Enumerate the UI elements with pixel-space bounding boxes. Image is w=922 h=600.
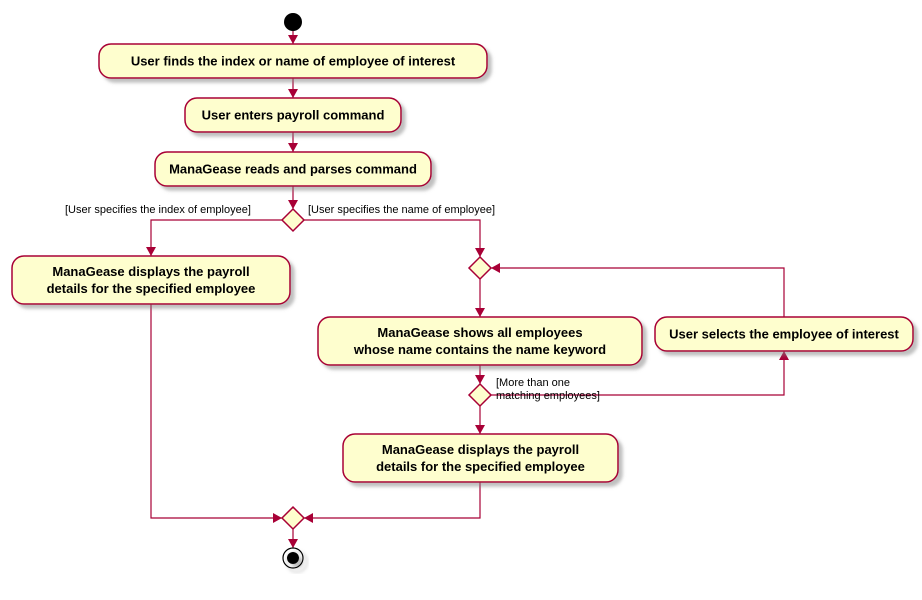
activity-label: User enters payroll command bbox=[202, 108, 385, 123]
activity-label: ManaGease displays the payroll bbox=[52, 264, 249, 279]
activity-label: whose name contains the name keyword bbox=[353, 342, 606, 357]
activity-label: ManaGease reads and parses command bbox=[169, 162, 417, 177]
svg-text:[User specifies the index of e: [User specifies the index of employee] bbox=[65, 204, 251, 216]
svg-text:[User specifies the name of em: [User specifies the name of employee] bbox=[308, 204, 495, 216]
activity-label: User selects the employee of interest bbox=[669, 327, 899, 342]
svg-text:matching employees]: matching employees] bbox=[496, 390, 600, 402]
activity-label: details for the specified employee bbox=[47, 281, 256, 296]
activity-label: details for the specified employee bbox=[376, 459, 585, 474]
svg-text:[More than one: [More than one bbox=[496, 377, 570, 389]
activity-label: ManaGease shows all employees bbox=[377, 325, 582, 340]
activity-label: User finds the index or name of employee… bbox=[131, 54, 456, 69]
activity-label: ManaGease displays the payroll bbox=[382, 442, 579, 457]
